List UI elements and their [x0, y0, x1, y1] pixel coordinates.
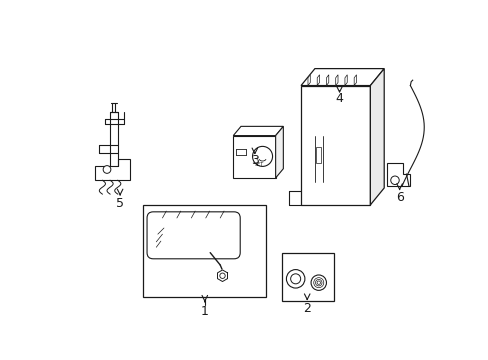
FancyBboxPatch shape [147, 212, 240, 259]
Text: 2: 2 [303, 302, 310, 315]
Text: 1: 1 [201, 305, 208, 318]
Polygon shape [301, 69, 384, 86]
Text: SET: SET [254, 162, 264, 167]
Text: 5: 5 [116, 197, 124, 210]
Polygon shape [307, 75, 310, 86]
Bar [143, 205, 266, 297]
Circle shape [390, 176, 398, 184]
Polygon shape [317, 75, 319, 86]
Circle shape [103, 166, 111, 173]
Bar [233, 136, 275, 178]
Polygon shape [335, 75, 337, 86]
Polygon shape [386, 163, 409, 186]
Polygon shape [275, 126, 283, 178]
Polygon shape [344, 75, 346, 86]
Circle shape [310, 275, 326, 291]
Text: 4: 4 [335, 92, 343, 105]
Polygon shape [326, 75, 328, 86]
Circle shape [220, 273, 225, 278]
Bar [316, 147, 321, 163]
Text: 3: 3 [250, 154, 258, 167]
Polygon shape [353, 75, 356, 86]
Polygon shape [95, 159, 130, 180]
Text: 6: 6 [395, 191, 403, 204]
Circle shape [286, 270, 305, 288]
Bar [281, 253, 333, 301]
Circle shape [252, 147, 272, 166]
Polygon shape [369, 69, 384, 205]
Bar [301, 86, 369, 205]
Circle shape [290, 274, 300, 284]
Polygon shape [233, 126, 283, 136]
Polygon shape [217, 270, 227, 282]
